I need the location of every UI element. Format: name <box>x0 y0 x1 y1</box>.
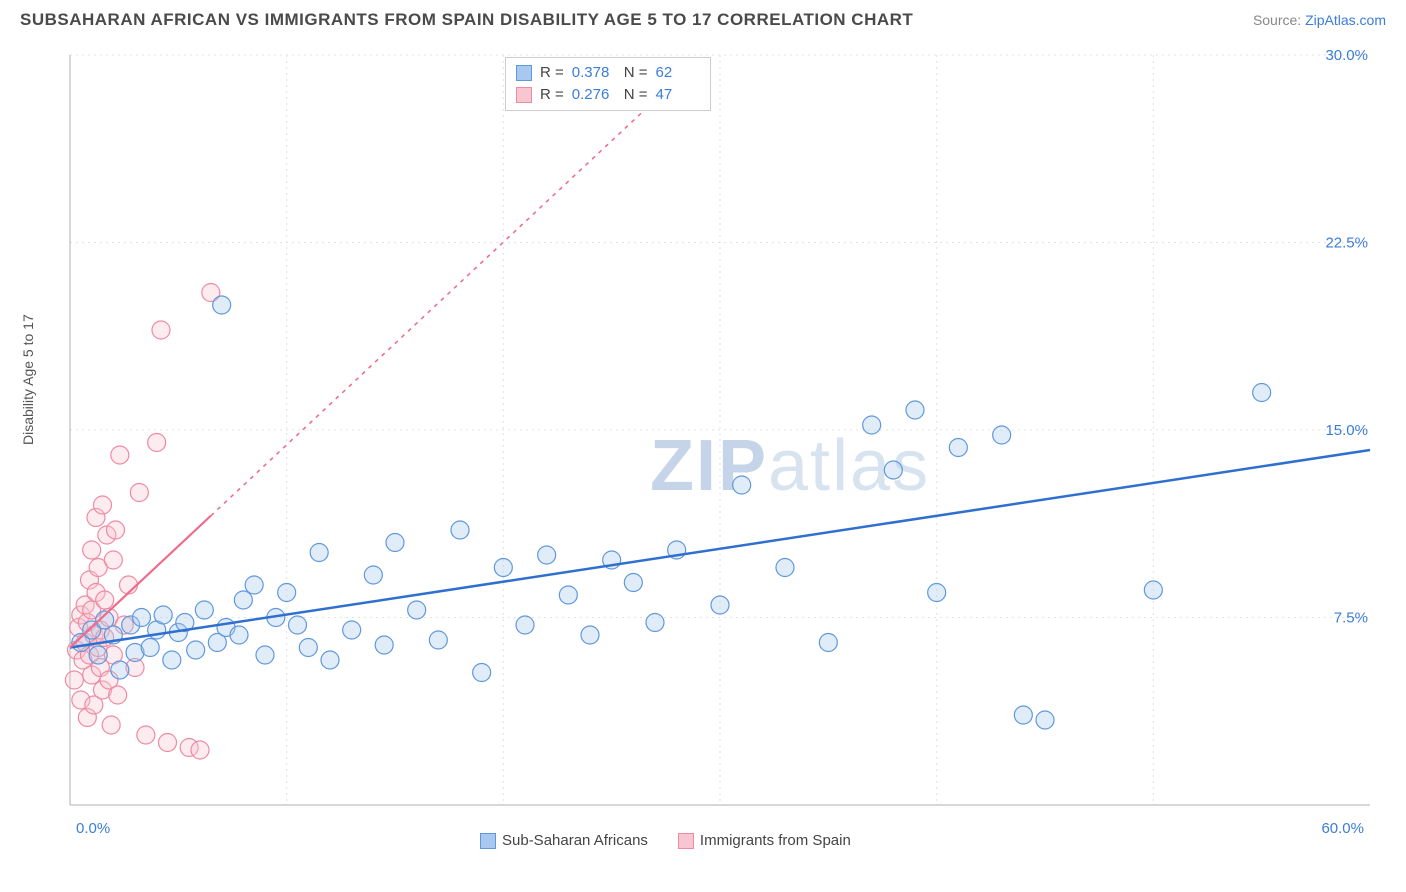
stats-r-label: R = <box>540 84 564 106</box>
svg-text:15.0%: 15.0% <box>1325 422 1368 439</box>
chart-title: SUBSAHARAN AFRICAN VS IMMIGRANTS FROM SP… <box>20 10 913 30</box>
svg-text:30.0%: 30.0% <box>1325 47 1368 64</box>
stats-n-value-subsaharan: 62 <box>656 62 700 84</box>
legend-label-subsaharan: Sub-Saharan Africans <box>502 832 648 849</box>
stats-r-value-subsaharan: 0.378 <box>572 62 616 84</box>
legend-swatch-blue <box>480 833 496 849</box>
stats-n-label: N = <box>624 84 648 106</box>
legend-swatch-pink <box>516 87 532 103</box>
svg-text:22.5%: 22.5% <box>1325 235 1368 252</box>
stats-n-label: N = <box>624 62 648 84</box>
legend-label-spain: Immigrants from Spain <box>700 832 851 849</box>
stats-legend-row-subsaharan: R = 0.378 N = 62 <box>516 62 700 84</box>
svg-text:60.0%: 60.0% <box>1321 820 1364 837</box>
stats-r-label: R = <box>540 62 564 84</box>
svg-text:0.0%: 0.0% <box>76 820 110 837</box>
legend-item-spain: Immigrants from Spain <box>678 832 851 849</box>
y-axis-label: Disability Age 5 to 17 <box>20 314 36 445</box>
source-link[interactable]: ZipAtlas.com <box>1305 12 1386 28</box>
chart-container: Disability Age 5 to 17 ZIPatlas 7.5%15.0… <box>50 45 1390 845</box>
svg-text:7.5%: 7.5% <box>1334 610 1368 627</box>
source-label: Source: <box>1253 12 1301 28</box>
source-attribution: Source: ZipAtlas.com <box>1253 12 1386 28</box>
stats-legend: R = 0.378 N = 62 R = 0.276 N = 47 <box>505 57 711 111</box>
scatter-chart: 7.5% 15.0% 22.5% 30.0% 0.0% 60.0% <box>50 45 1390 845</box>
legend-swatch-pink <box>678 833 694 849</box>
stats-r-value-spain: 0.276 <box>572 84 616 106</box>
legend-swatch-blue <box>516 65 532 81</box>
stats-n-value-spain: 47 <box>656 84 700 106</box>
legend-item-subsaharan: Sub-Saharan Africans <box>480 832 648 849</box>
stats-legend-row-spain: R = 0.276 N = 47 <box>516 84 700 106</box>
series-legend: Sub-Saharan Africans Immigrants from Spa… <box>480 832 851 849</box>
